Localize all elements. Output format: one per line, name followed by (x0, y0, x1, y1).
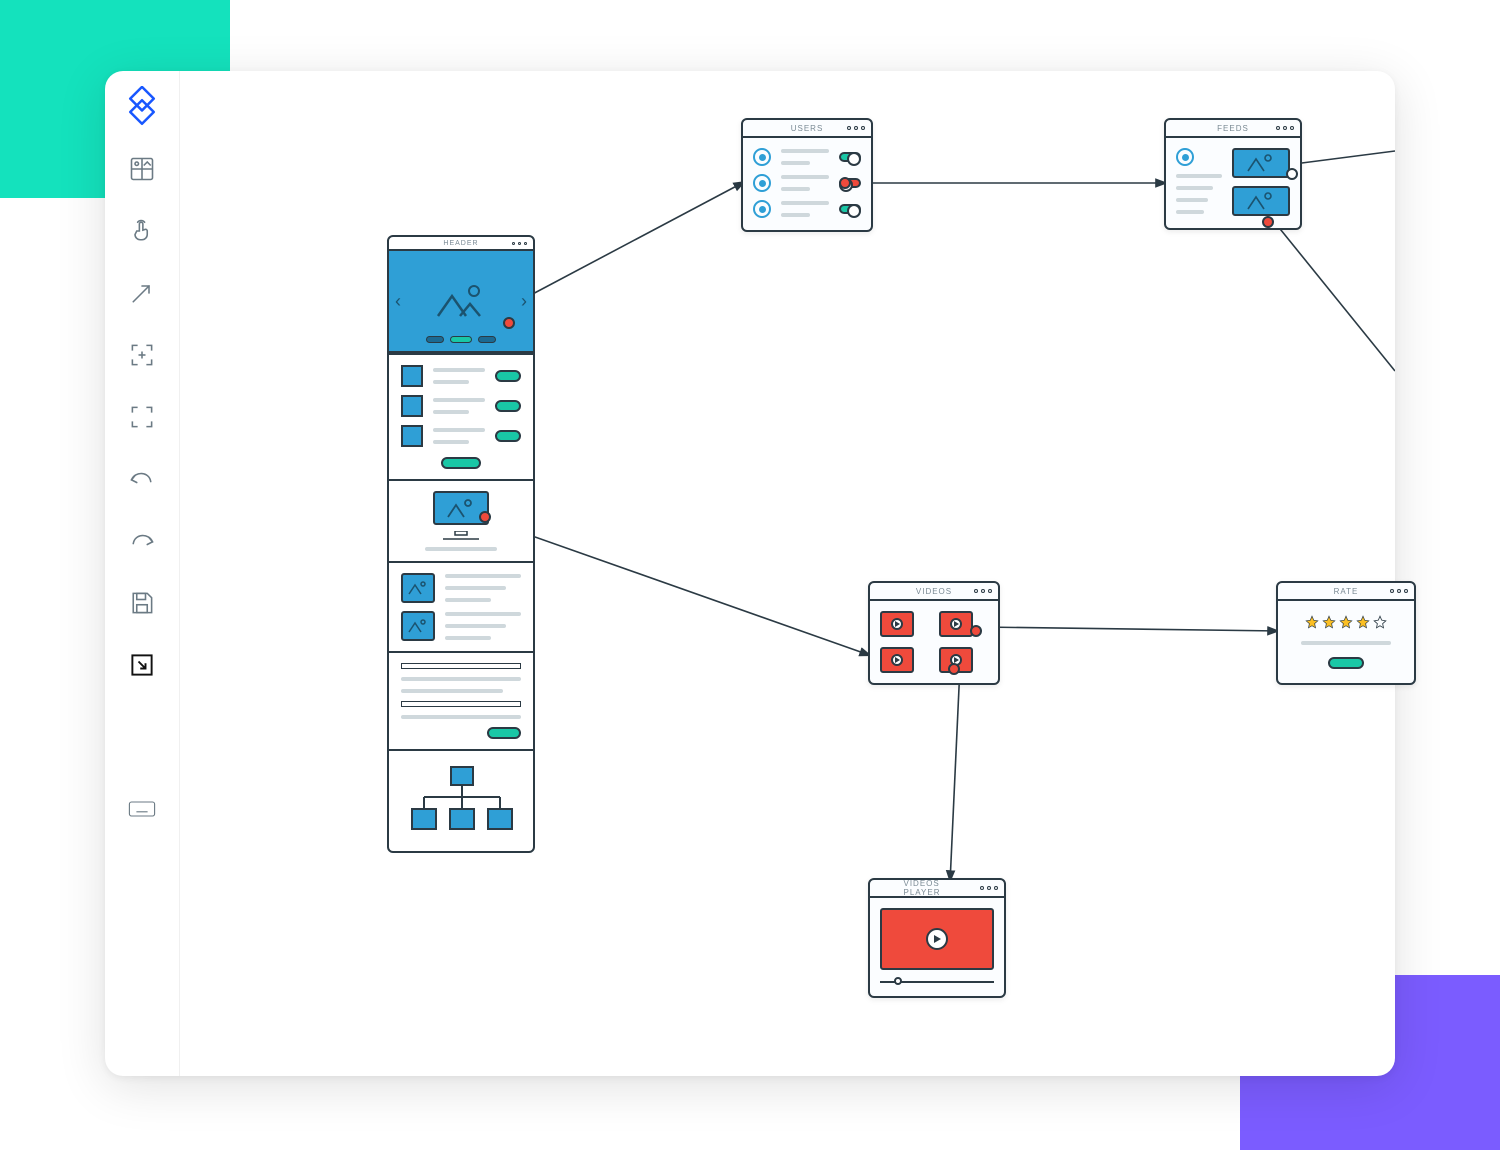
redo-icon[interactable] (122, 521, 162, 561)
window-title: VIDEOS PLAYER (904, 879, 971, 897)
play-icon[interactable] (926, 928, 948, 950)
toggle[interactable] (839, 204, 861, 214)
submit-button[interactable] (487, 727, 521, 739)
node-main-page[interactable]: HEADER ‹ › (387, 235, 535, 853)
save-icon[interactable] (122, 583, 162, 623)
frame-icon[interactable] (122, 397, 162, 437)
video-thumb[interactable] (880, 647, 914, 673)
undo-icon[interactable] (122, 459, 162, 499)
window-title: USERS (791, 124, 824, 133)
image-icon (436, 282, 486, 320)
arrow-open-icon[interactable] (122, 273, 162, 313)
window-titlebar: HEADER (389, 237, 533, 251)
sitemap-section (389, 749, 533, 851)
window-title: RATE (1334, 587, 1359, 596)
window-title: FEEDS (1217, 124, 1249, 133)
hotspot-icon[interactable] (1262, 216, 1274, 228)
rate-button[interactable] (1328, 657, 1364, 669)
hotspot-icon[interactable] (970, 625, 982, 637)
node-rate[interactable]: RATE (1276, 581, 1416, 685)
star-rating[interactable] (1305, 615, 1387, 629)
scrubber[interactable] (880, 978, 994, 986)
list-section (389, 353, 533, 479)
avatar-icon (753, 200, 771, 218)
toggle[interactable] (839, 152, 861, 162)
hand-tap-icon[interactable] (122, 211, 162, 251)
star-icon (1356, 615, 1370, 629)
hotspot-icon[interactable] (503, 317, 515, 329)
monitor-image[interactable] (433, 491, 489, 525)
node-video-player[interactable]: VIDEOS PLAYER (868, 878, 1006, 998)
export-box-icon[interactable] (122, 645, 162, 685)
keyboard-icon[interactable] (122, 789, 162, 829)
hotspot-icon[interactable] (1286, 168, 1298, 180)
star-icon (1305, 615, 1319, 629)
star-icon (1322, 615, 1336, 629)
video-thumb[interactable] (880, 611, 914, 637)
carousel-pager[interactable] (426, 336, 496, 343)
chevron-left-icon[interactable]: ‹ (395, 291, 401, 312)
cta-button[interactable] (441, 457, 481, 469)
frame-plus-icon[interactable] (122, 335, 162, 375)
form-section (389, 651, 533, 749)
hero-carousel[interactable]: ‹ › (389, 251, 533, 353)
hotspot-icon[interactable] (948, 663, 960, 675)
avatar-icon (753, 148, 771, 166)
library-icon[interactable] (122, 149, 162, 189)
window-title: VIDEOS (916, 587, 952, 596)
node-feeds[interactable]: FEEDS (1164, 118, 1302, 230)
logo-icon[interactable] (122, 87, 162, 127)
node-users[interactable]: USERS (741, 118, 873, 232)
video-thumb[interactable] (939, 611, 973, 637)
sitemap-icon (406, 765, 516, 835)
star-icon (1373, 615, 1387, 629)
avatar-icon (1176, 148, 1194, 166)
video-player[interactable] (880, 908, 994, 970)
window-title: HEADER (443, 240, 478, 247)
hotspot-icon[interactable] (479, 511, 491, 523)
image-block (389, 479, 533, 561)
toolbar (105, 71, 180, 1076)
node-videos[interactable]: VIDEOS (868, 581, 1000, 685)
hotspot-icon[interactable] (839, 177, 851, 189)
canvas[interactable]: HEADER ‹ › (180, 71, 1395, 1076)
star-icon (1339, 615, 1353, 629)
avatar-icon (753, 174, 771, 192)
gallery-section (389, 561, 533, 651)
chevron-right-icon[interactable]: › (521, 291, 527, 312)
app-window: HEADER ‹ › (105, 71, 1395, 1076)
